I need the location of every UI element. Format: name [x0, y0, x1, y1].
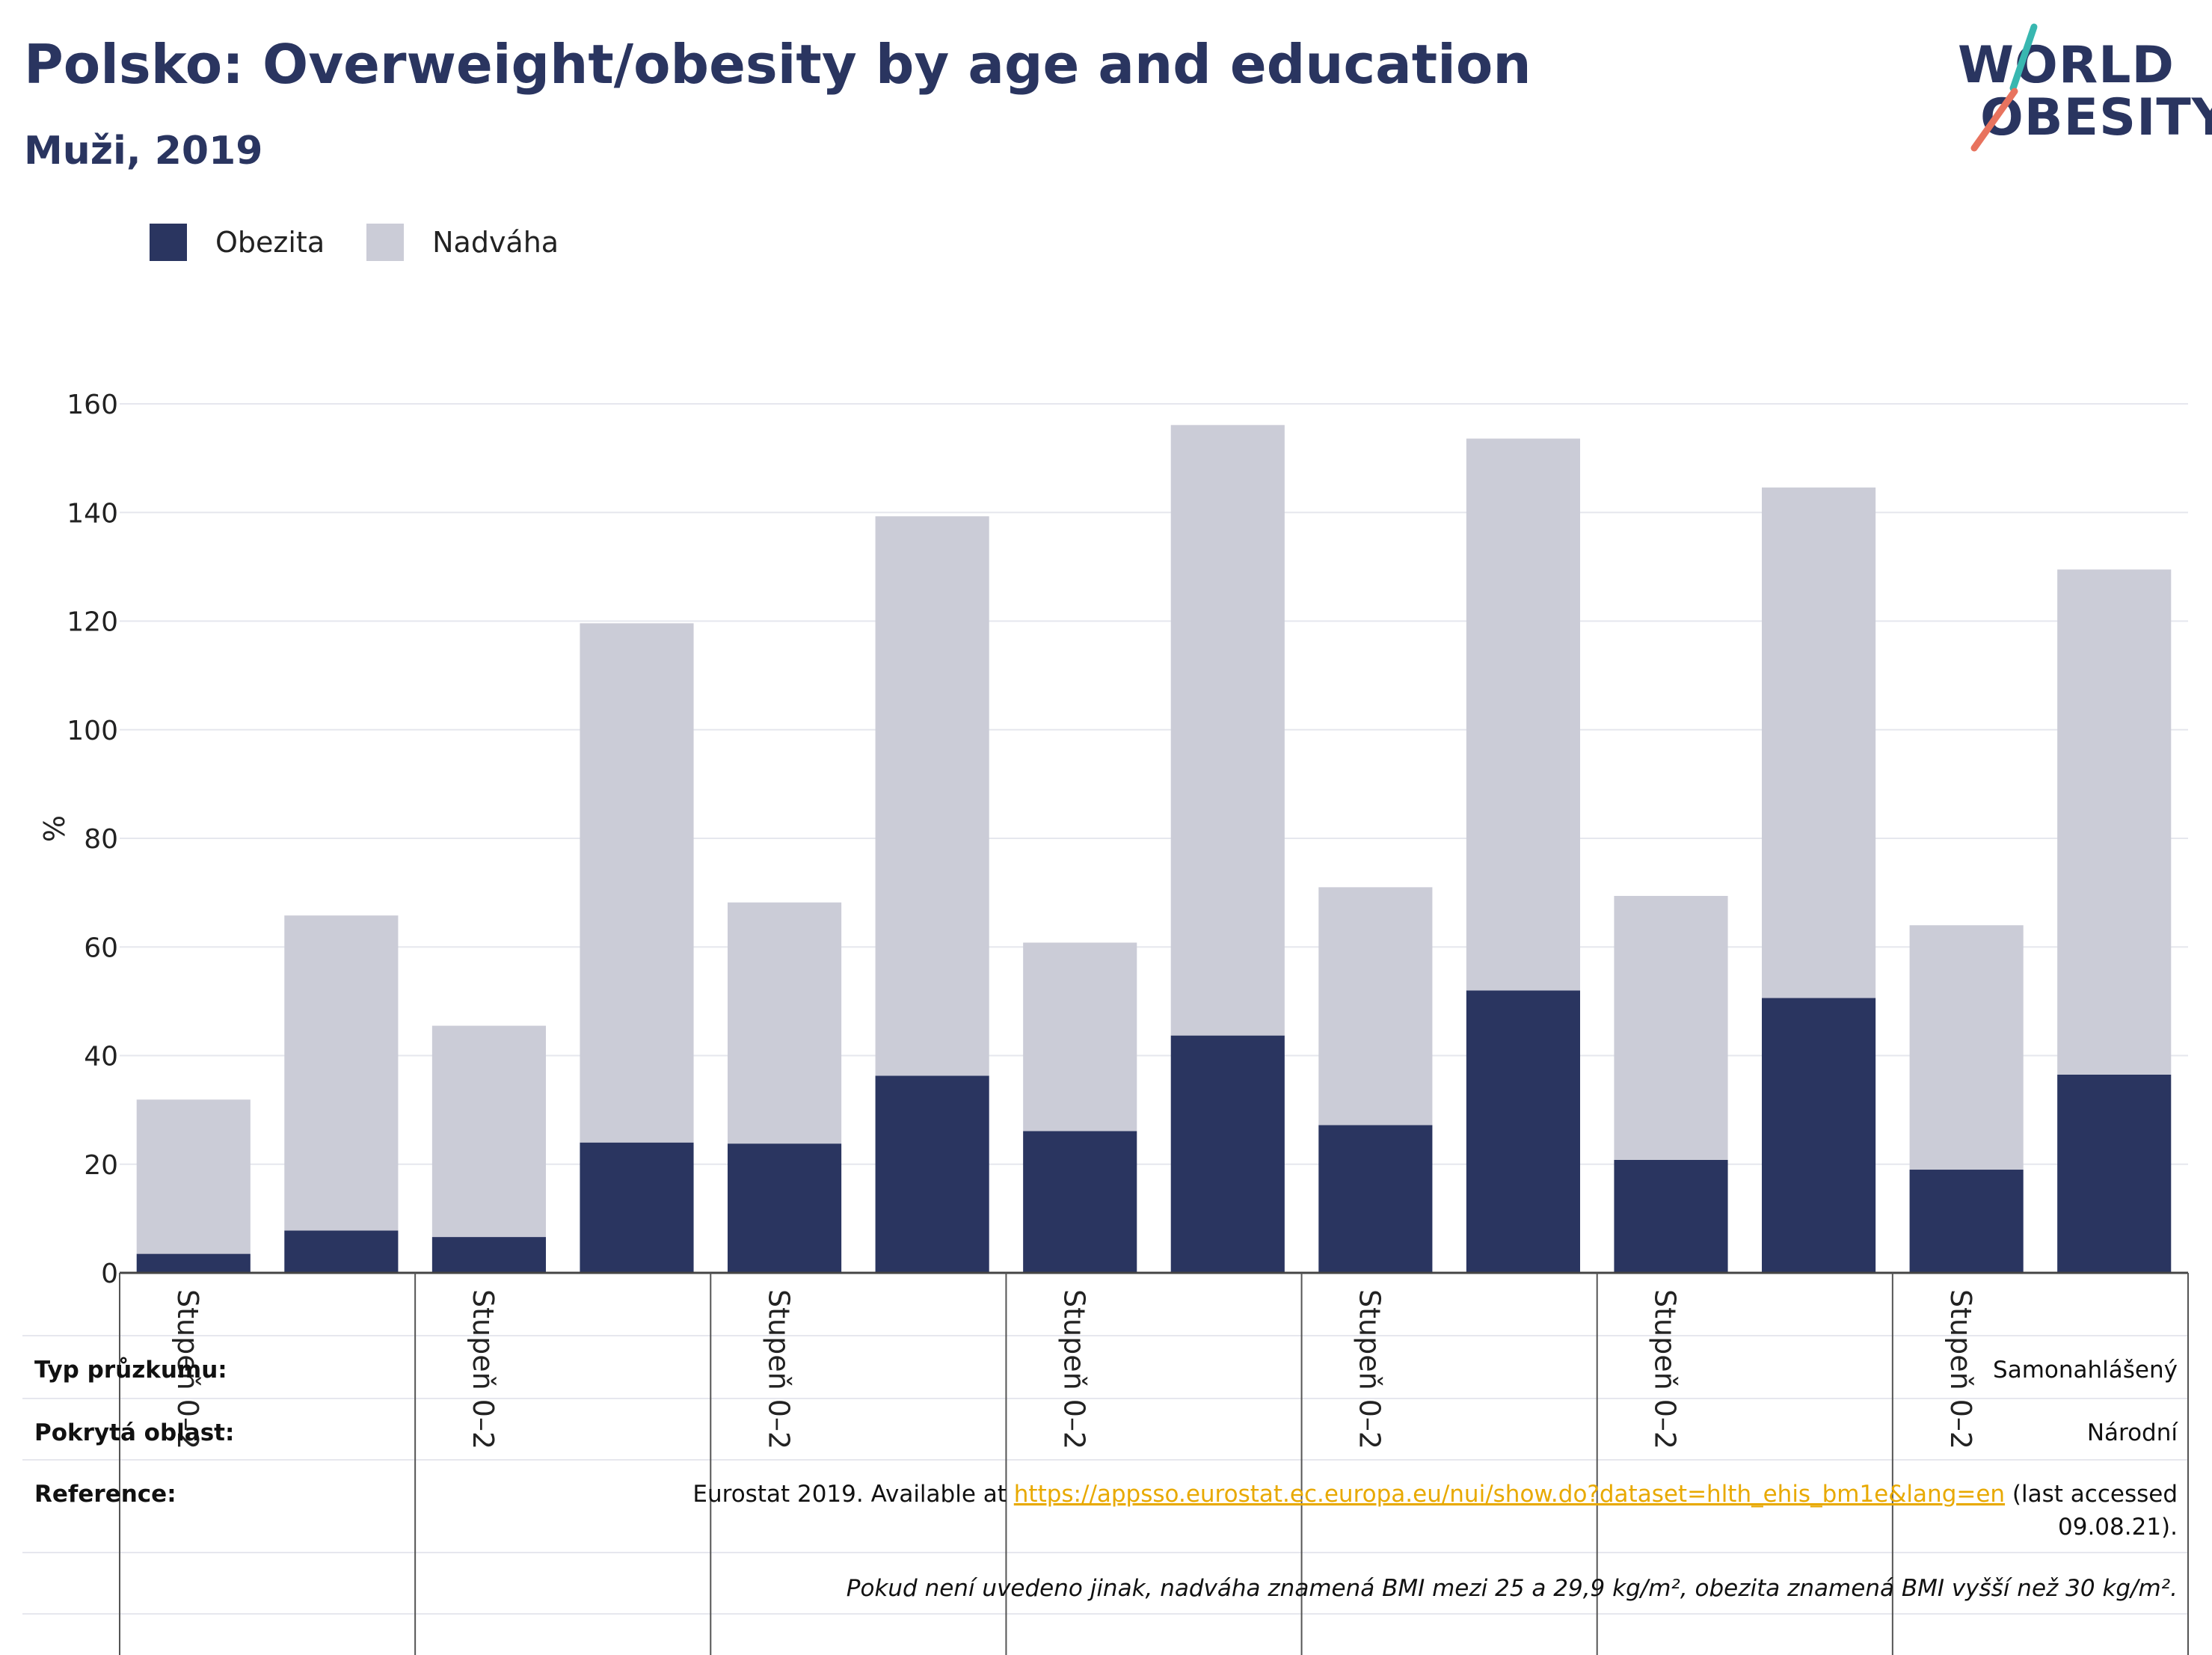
- bar-obesity-3[interactable]: [580, 1142, 694, 1273]
- y-tick-label: 40: [84, 1042, 118, 1072]
- footnote: Pokud není uvedeno jinak, nadváha znamen…: [847, 1575, 2178, 1602]
- group-label: Stupeň 0–2: [762, 1289, 795, 1449]
- bar-overweight-7[interactable]: [1170, 425, 1285, 1036]
- bar-overweight-6[interactable]: [1023, 942, 1137, 1132]
- bar-overweight-2[interactable]: [431, 1025, 546, 1238]
- bars: [136, 425, 2172, 1273]
- gridlines: [120, 403, 2188, 1165]
- bar-overweight-3[interactable]: [580, 623, 694, 1143]
- bar-obesity-6[interactable]: [1023, 1131, 1137, 1273]
- reference-label: Reference:: [34, 1481, 176, 1508]
- legend-swatch-obesity: [150, 224, 187, 261]
- reference-date: 09.08.21).: [2058, 1514, 2178, 1541]
- legend-swatch-overweight: [366, 224, 405, 261]
- y-tick-label: 120: [67, 607, 118, 638]
- legend: Obezita Nadváha: [150, 221, 600, 263]
- y-tick-label: 160: [67, 390, 118, 420]
- y-tick-label: 20: [84, 1150, 118, 1181]
- bar-obesity-1[interactable]: [284, 1230, 399, 1273]
- survey-type-value: Samonahlášený: [1993, 1357, 2178, 1384]
- y-tick-label: 0: [101, 1259, 118, 1289]
- y-tick-label: 100: [67, 716, 118, 746]
- legend-item-overweight[interactable]: Nadváha: [366, 224, 559, 261]
- logo-word-obesity: OBESITY: [1980, 88, 2212, 147]
- reference-line: Eurostat 2019. Available at https://apps…: [692, 1481, 2178, 1508]
- bar-overweight-1[interactable]: [284, 915, 399, 1231]
- bar-obesity-0[interactable]: [136, 1253, 251, 1273]
- chart-subtitle: Muži, 2019: [24, 129, 263, 174]
- reference-text: Eurostat 2019. Available at: [692, 1481, 1007, 1508]
- group-label: Stupeň 0–2: [467, 1289, 500, 1449]
- bar-overweight-11[interactable]: [1762, 487, 1876, 998]
- bar-overweight-5[interactable]: [875, 516, 989, 1076]
- world-obesity-logo: WORLD OBESITY: [1944, 22, 2212, 157]
- survey-type-label: Typ průzkumu:: [34, 1357, 227, 1384]
- legend-item-obesity[interactable]: Obezita: [150, 224, 325, 261]
- bar-overweight-12[interactable]: [1909, 925, 2024, 1170]
- y-tick-label: 60: [84, 933, 118, 963]
- bar-overweight-8[interactable]: [1318, 887, 1433, 1126]
- bar-obesity-2[interactable]: [431, 1237, 546, 1273]
- bar-obesity-5[interactable]: [875, 1075, 989, 1273]
- y-axis-label: %: [37, 815, 70, 842]
- bar-obesity-12[interactable]: [1909, 1170, 2024, 1273]
- legend-label-overweight: Nadváha: [432, 226, 559, 259]
- bar-obesity-10[interactable]: [1614, 1159, 1728, 1273]
- reference-link[interactable]: https://appsso.eurostat.ec.europa.eu/nui…: [1014, 1481, 2005, 1508]
- y-tick-label: 140: [67, 498, 118, 529]
- bar-overweight-13[interactable]: [2057, 569, 2172, 1075]
- group-label: Stupeň 0–2: [171, 1289, 204, 1449]
- bar-overweight-4[interactable]: [728, 902, 842, 1144]
- group-labels: Stupeň 0–2 Stupeň 0–2 Stupeň 0–2 Stupeň 0–2…: [171, 1289, 1977, 1449]
- bar-obesity-4[interactable]: [728, 1143, 842, 1273]
- coverage-value: Národní: [2087, 1419, 2179, 1446]
- bar-overweight-0[interactable]: [136, 1099, 251, 1254]
- logo-word-world: WORLD: [1958, 36, 2175, 95]
- chart-title: Polsko: Overweight/obesity by age and ed…: [24, 33, 1531, 96]
- info-row-lines: [22, 1335, 2188, 1615]
- group-label: Stupeň 0–2: [1354, 1289, 1386, 1449]
- legend-label-obesity: Obezita: [215, 226, 325, 259]
- group-separators: [119, 1273, 2189, 1655]
- group-label: Stupeň 0–2: [1944, 1289, 1977, 1449]
- logo-slash-icon: [1970, 23, 2038, 152]
- bar-obesity-11[interactable]: [1762, 998, 1876, 1273]
- bar-overweight-9[interactable]: [1466, 438, 1580, 991]
- group-label: Stupeň 0–2: [1649, 1289, 1682, 1449]
- bar-obesity-7[interactable]: [1170, 1035, 1285, 1273]
- y-tick-label: 80: [84, 824, 118, 855]
- bar-overweight-10[interactable]: [1614, 895, 1728, 1160]
- bar-obesity-9[interactable]: [1466, 990, 1580, 1273]
- bar-obesity-13[interactable]: [2057, 1074, 2172, 1273]
- reference-suffix: (last accessed: [2012, 1481, 2178, 1508]
- info-table: Typ průzkumu: Samonahlášený Pokrytá obla…: [34, 1357, 2178, 1602]
- bar-obesity-8[interactable]: [1318, 1125, 1433, 1273]
- group-label: Stupeň 0–2: [1057, 1289, 1090, 1449]
- y-axis-ticks: 0 20 40 60 80 100 120 140 160: [67, 390, 118, 1289]
- coverage-label: Pokrytá oblast:: [34, 1419, 234, 1446]
